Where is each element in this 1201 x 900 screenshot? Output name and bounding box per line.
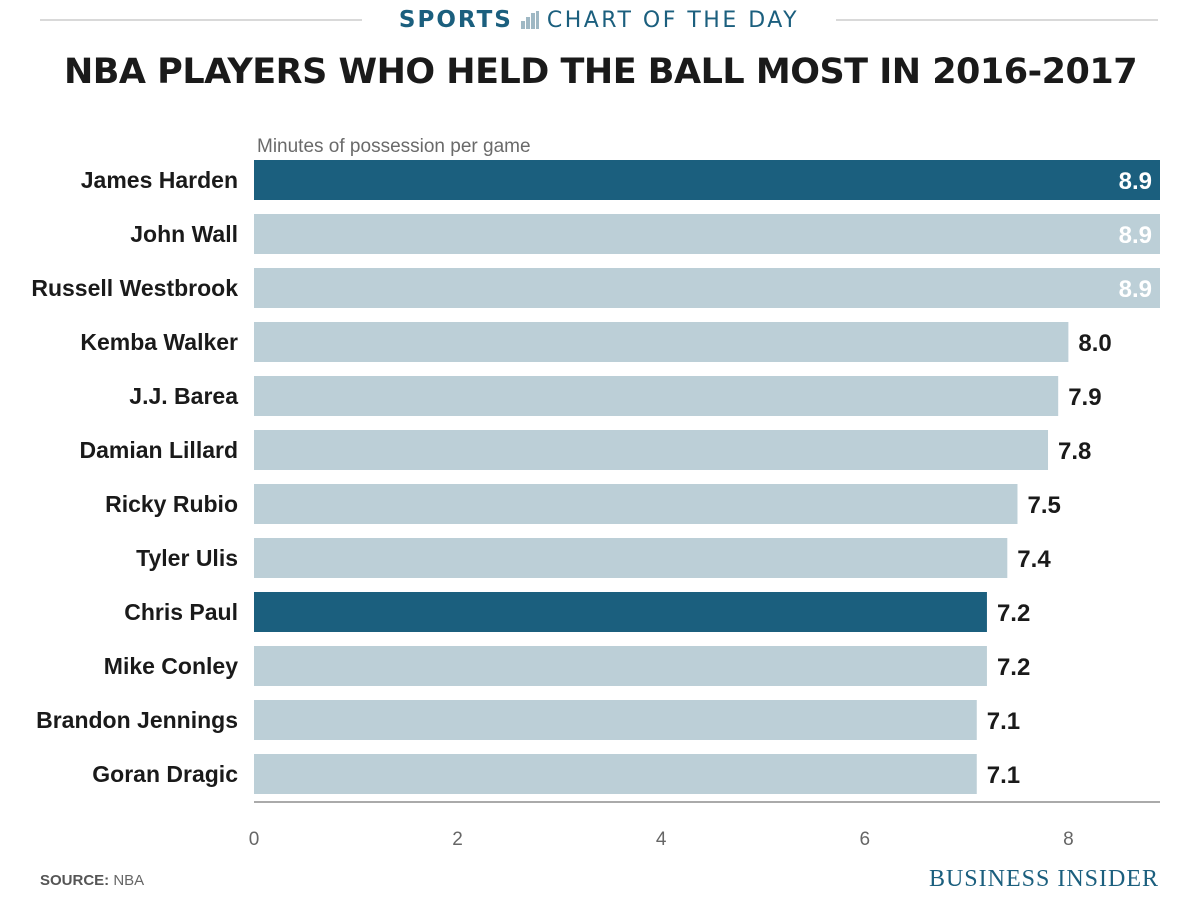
value-label: 7.1 <box>987 762 1020 789</box>
value-label: 8.9 <box>1119 276 1152 303</box>
x-tick-label: 6 <box>859 829 870 850</box>
category-label: Mike Conley <box>104 653 238 679</box>
value-label: 7.1 <box>987 708 1020 735</box>
value-label: 8.9 <box>1119 222 1152 249</box>
category-label: Russell Westbrook <box>31 275 238 301</box>
value-label: 7.5 <box>1027 492 1060 519</box>
series-label: CHART OF THE DAY <box>546 7 800 33</box>
source-label: SOURCE: <box>40 872 110 889</box>
bar <box>254 700 977 740</box>
x-tick-label: 2 <box>452 829 463 850</box>
x-tick-label: 4 <box>656 829 667 850</box>
bar <box>254 322 1069 362</box>
value-label: 8.9 <box>1119 168 1152 195</box>
banner-label: SPORTS CHART OF THE DAY <box>362 4 836 36</box>
x-tick-label: 0 <box>249 829 260 850</box>
chart-subtitle: Minutes of possession per game <box>257 136 531 157</box>
bar <box>254 538 1008 578</box>
banner-rule-left <box>40 19 362 21</box>
value-label: 7.2 <box>997 654 1030 681</box>
category-label: Brandon Jennings <box>36 707 238 733</box>
source-note: SOURCE: NBA <box>40 872 144 889</box>
category-label: Goran Dragic <box>92 761 238 787</box>
publisher-logo: BUSINESS INSIDER <box>928 866 1159 892</box>
source-value: NBA <box>113 872 145 889</box>
bar <box>254 484 1018 524</box>
category-label: John Wall <box>130 221 238 247</box>
category-label: Damian Lillard <box>80 437 238 463</box>
value-label: 7.4 <box>1017 546 1051 573</box>
value-label: 8.0 <box>1078 330 1111 357</box>
value-label: 7.2 <box>997 600 1030 627</box>
bar <box>254 268 1160 308</box>
category-label: Kemba Walker <box>80 329 238 355</box>
category-label: Ricky Rubio <box>105 491 238 517</box>
chart-title: NBA PLAYERS WHO HELD THE BALL MOST IN 20… <box>63 52 1138 92</box>
banner-rule-right <box>836 19 1158 21</box>
chart-banner: SPORTS CHART OF THE DAY <box>0 0 1201 40</box>
value-label: 7.9 <box>1068 384 1101 411</box>
value-label: 7.8 <box>1058 438 1091 465</box>
section-kicker: SPORTS <box>398 7 513 33</box>
bar <box>254 430 1049 470</box>
bar <box>254 214 1160 254</box>
category-label: Tyler Ulis <box>136 545 238 571</box>
category-label: James Harden <box>81 167 238 193</box>
x-tick-label: 8 <box>1063 829 1074 850</box>
bar <box>254 376 1059 416</box>
category-label: J.J. Barea <box>129 383 238 409</box>
bar <box>254 160 1160 200</box>
bar-chart-icon <box>520 11 539 29</box>
bar <box>254 592 987 632</box>
bar <box>254 754 977 794</box>
category-label: Chris Paul <box>124 599 238 625</box>
bar <box>254 646 987 686</box>
